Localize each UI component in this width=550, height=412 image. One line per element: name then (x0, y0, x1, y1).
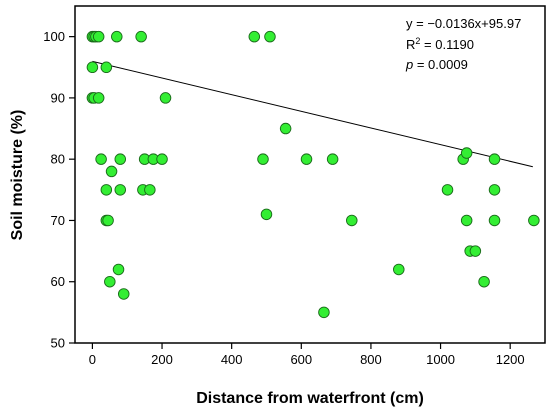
data-point (478, 275, 490, 288)
data-point (86, 61, 99, 74)
x-tick-label: 1200 (496, 352, 525, 367)
p-value-label: p (405, 57, 413, 72)
x-tick-label: 200 (151, 352, 173, 367)
y-axis-ticks: 50 60 70 80 90 100 (43, 29, 75, 351)
x-tick-label: 400 (221, 352, 243, 367)
data-point (159, 92, 172, 104)
data-point (260, 208, 273, 221)
data-point (460, 214, 473, 227)
x-tick-label: 1000 (426, 352, 455, 367)
data-point (114, 153, 127, 165)
data-point (300, 153, 313, 165)
data-point (102, 214, 114, 227)
data-point (488, 184, 501, 196)
data-point (112, 263, 125, 276)
data-point (92, 92, 105, 104)
data-point (393, 263, 405, 276)
data-point (528, 214, 540, 227)
data-point (135, 30, 147, 43)
data-point (92, 30, 105, 43)
data-point (326, 153, 339, 165)
r-squared-superscript: 2 (415, 36, 420, 46)
data-point (95, 153, 107, 165)
plot-frame (74, 5, 546, 344)
data-point (100, 61, 113, 74)
data-point (469, 245, 482, 257)
data-point (144, 184, 156, 196)
data-point (105, 165, 118, 178)
data-points (86, 30, 540, 319)
p-value-value: = 0.0009 (413, 57, 468, 72)
data-point (279, 122, 292, 135)
x-axis-title: Distance from waterfront (cm) (196, 390, 424, 407)
data-point (117, 288, 130, 300)
y-tick-label: 100 (43, 29, 65, 44)
data-point (100, 184, 113, 196)
data-point (111, 30, 123, 43)
y-tick-label: 50 (51, 336, 65, 351)
equation-annotation: y = −0.0136x+95.97 (406, 16, 521, 31)
data-point (346, 214, 358, 227)
y-tick-label: 90 (51, 90, 65, 105)
y-axis-title: Soil moisture (%) (9, 110, 26, 241)
data-point (460, 147, 473, 159)
x-tick-label: 600 (290, 352, 312, 367)
r-squared-label: R (406, 37, 415, 52)
r-squared-value: = 0.1190 (420, 37, 474, 52)
data-point (488, 214, 501, 227)
data-point (156, 153, 168, 165)
data-point (104, 275, 116, 288)
y-tick-label: 60 (51, 274, 65, 289)
data-point (318, 306, 330, 319)
data-point (248, 30, 261, 43)
y-tick-label: 70 (51, 213, 65, 228)
x-tick-label: 800 (360, 352, 382, 367)
r-squared-annotation: R2 = 0.1190 (406, 36, 474, 52)
data-point (264, 30, 276, 43)
x-axis-ticks: 0 200 400 600 800 1000 1200 (89, 343, 525, 367)
data-point (488, 153, 501, 165)
data-point (441, 184, 454, 196)
data-point (257, 153, 269, 165)
x-tick-label: 0 (89, 352, 96, 367)
p-value-annotation: p = 0.0009 (405, 57, 468, 72)
y-tick-label: 80 (51, 152, 65, 167)
data-point (114, 184, 127, 196)
regression-line (92, 60, 533, 168)
